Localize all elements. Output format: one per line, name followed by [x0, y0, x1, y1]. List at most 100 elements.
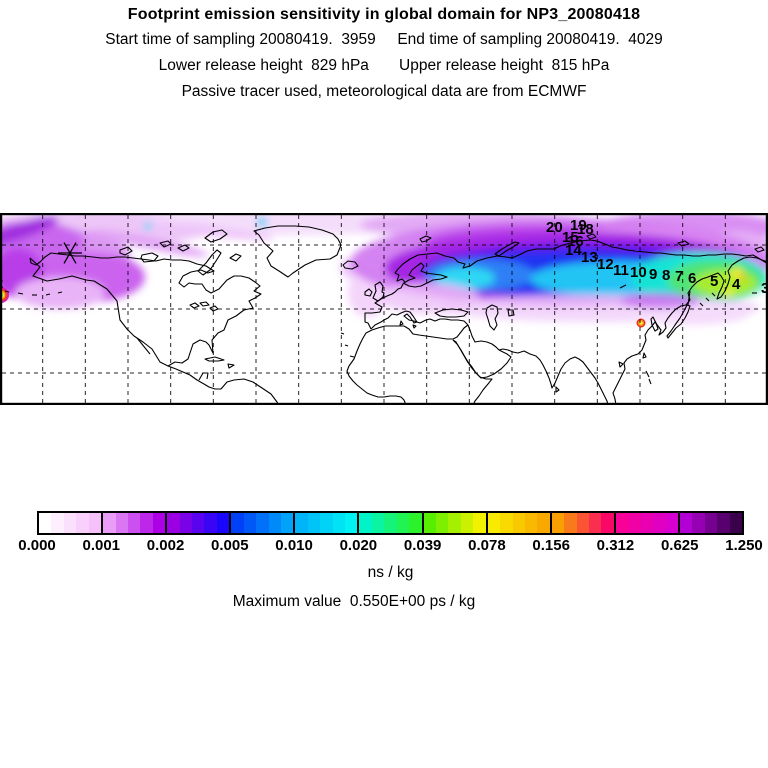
- colorbar-segment-1: [101, 513, 166, 533]
- colorbar-tick-0.010: 0.010: [275, 537, 313, 554]
- trajectory-label-6: 6: [688, 270, 696, 287]
- colorbar-cell: [359, 513, 372, 533]
- colorbar-cell: [729, 513, 743, 533]
- colorbar-cell: [564, 513, 577, 533]
- colorbar-cell: [307, 513, 321, 533]
- colorbar-cell: [192, 513, 205, 533]
- colorbar-tick-0.625: 0.625: [660, 537, 699, 554]
- colorbar-cell: [268, 513, 281, 533]
- trajectory-label-12: 12: [597, 256, 614, 273]
- trajectory-label-15: 15: [562, 229, 579, 246]
- colorbar-tick-1.250: 1.250: [725, 537, 763, 554]
- world-map: 2019181516141312111098765432: [0, 213, 768, 405]
- colorbar-cell: [384, 513, 397, 533]
- colorbar-cell: [103, 513, 116, 533]
- colorbar-cell: [280, 513, 294, 533]
- colorbar-cell: [127, 513, 141, 533]
- colorbar-cell: [460, 513, 474, 533]
- colorbar-cell: [51, 513, 64, 533]
- trajectory-day-labels: 2019181516141312111098765432: [0, 217, 768, 297]
- colorbar-cell: [692, 513, 705, 533]
- colorbar-segment-5: [357, 513, 422, 533]
- colorbar-cell: [39, 513, 52, 533]
- colorbar-cell: [332, 513, 346, 533]
- page-title: Footprint emission sensitivity in global…: [127, 6, 641, 23]
- colorbar-cell: [524, 513, 538, 533]
- colorbar-segment-2: [165, 513, 230, 533]
- colorbar-cell: [589, 513, 602, 533]
- trajectory-label-11: 11: [613, 262, 629, 279]
- colorbar-tick-0.039: 0.039: [403, 537, 442, 554]
- colorbar-cell: [423, 513, 436, 533]
- map-border: [0, 213, 768, 405]
- trajectory-label-18: 18: [577, 221, 594, 238]
- colorbar-cell: [576, 513, 590, 533]
- colorbar-cell: [473, 513, 486, 533]
- coastlines: [4, 225, 768, 405]
- colorbar-segment-4: [293, 513, 358, 533]
- colorbar-segment-6: [421, 513, 486, 533]
- colorbar-cell: [140, 513, 153, 533]
- colorbar-segment-9: [613, 513, 678, 533]
- trajectory-label-16: 16: [567, 233, 584, 250]
- colorbar-tick-0.312: 0.312: [596, 537, 635, 554]
- colorbar-tick-0.000: 0.000: [18, 537, 56, 554]
- colorbar-cell: [487, 513, 501, 533]
- colorbar-cell: [76, 513, 89, 533]
- colorbar-cell: [435, 513, 449, 533]
- colorbar-cell: [63, 513, 77, 533]
- colorbar: [37, 511, 744, 535]
- trajectory-label-9: 9: [649, 266, 657, 283]
- colorbar-cell: [216, 513, 230, 533]
- colorbar-cell: [512, 513, 525, 533]
- colorbar-tick-0.001: 0.001: [82, 537, 121, 554]
- trajectory-label-5: 5: [710, 273, 718, 290]
- trajectory-label-14: 14: [565, 242, 582, 259]
- tracer-info-line: Passive tracer used, meteorological data…: [181, 83, 587, 100]
- colorbar-tick-0.002: 0.002: [146, 537, 185, 554]
- colorbar-cell: [345, 513, 358, 533]
- trajectory-label-8: 8: [662, 267, 670, 284]
- colorbar-cell: [500, 513, 513, 533]
- colorbar-segment-10: [677, 513, 743, 533]
- colorbar-tick-labels: 0.000 0.001 0.002 0.005 0.010 0.020 0.039 0.078…: [18, 537, 763, 555]
- colorbar-cell: [167, 513, 180, 533]
- colorbar-cell: [409, 513, 422, 533]
- colorbar-cell: [717, 513, 730, 533]
- colorbar-cell: [88, 513, 102, 533]
- colorbar-cell: [371, 513, 385, 533]
- trajectory-label-4: 4: [732, 276, 741, 293]
- colorbar-cell: [679, 513, 693, 533]
- colorbar-cell: [704, 513, 718, 533]
- colorbar-tick-0.020: 0.020: [339, 537, 378, 554]
- hotspot-pacific: [636, 318, 646, 328]
- colorbar-cell: [640, 513, 654, 533]
- trajectory-label-19: 19: [570, 217, 587, 234]
- colorbar-cell: [320, 513, 333, 533]
- release-heights-line: Lower release height 829 hPa Upper relea…: [158, 57, 610, 74]
- colorbar-cell: [653, 513, 666, 533]
- colorbar-cell: [537, 513, 550, 533]
- colorbar-cell: [179, 513, 193, 533]
- trajectory-label-20: 20: [546, 219, 563, 236]
- colorbar-cell: [601, 513, 614, 533]
- max-value-label: Maximum value 0.550E+00 ps / kg: [232, 593, 476, 610]
- colorbar-cell: [665, 513, 678, 533]
- colorbar-cell: [256, 513, 269, 533]
- colorbar-segment-0: [39, 513, 102, 533]
- colorbar-segment-8: [549, 513, 614, 533]
- colorbar-cell: [204, 513, 217, 533]
- colorbar-cell: [615, 513, 629, 533]
- colorbar-tick-0.078: 0.078: [468, 537, 506, 554]
- colorbar-cell: [551, 513, 565, 533]
- sampling-times-line: Start time of sampling 20080419. 3959 En…: [105, 31, 663, 48]
- colorbar-tick-0.156: 0.156: [532, 537, 570, 554]
- colorbar-cell: [231, 513, 244, 533]
- colorbar-cell: [243, 513, 257, 533]
- colorbar-tick-0.005: 0.005: [211, 537, 249, 554]
- colorbar-cell: [115, 513, 128, 533]
- trajectory-label-10: 10: [630, 264, 647, 281]
- trajectory-label-3: 3: [761, 280, 768, 297]
- colorbar-units-label: ns / kg: [367, 564, 414, 581]
